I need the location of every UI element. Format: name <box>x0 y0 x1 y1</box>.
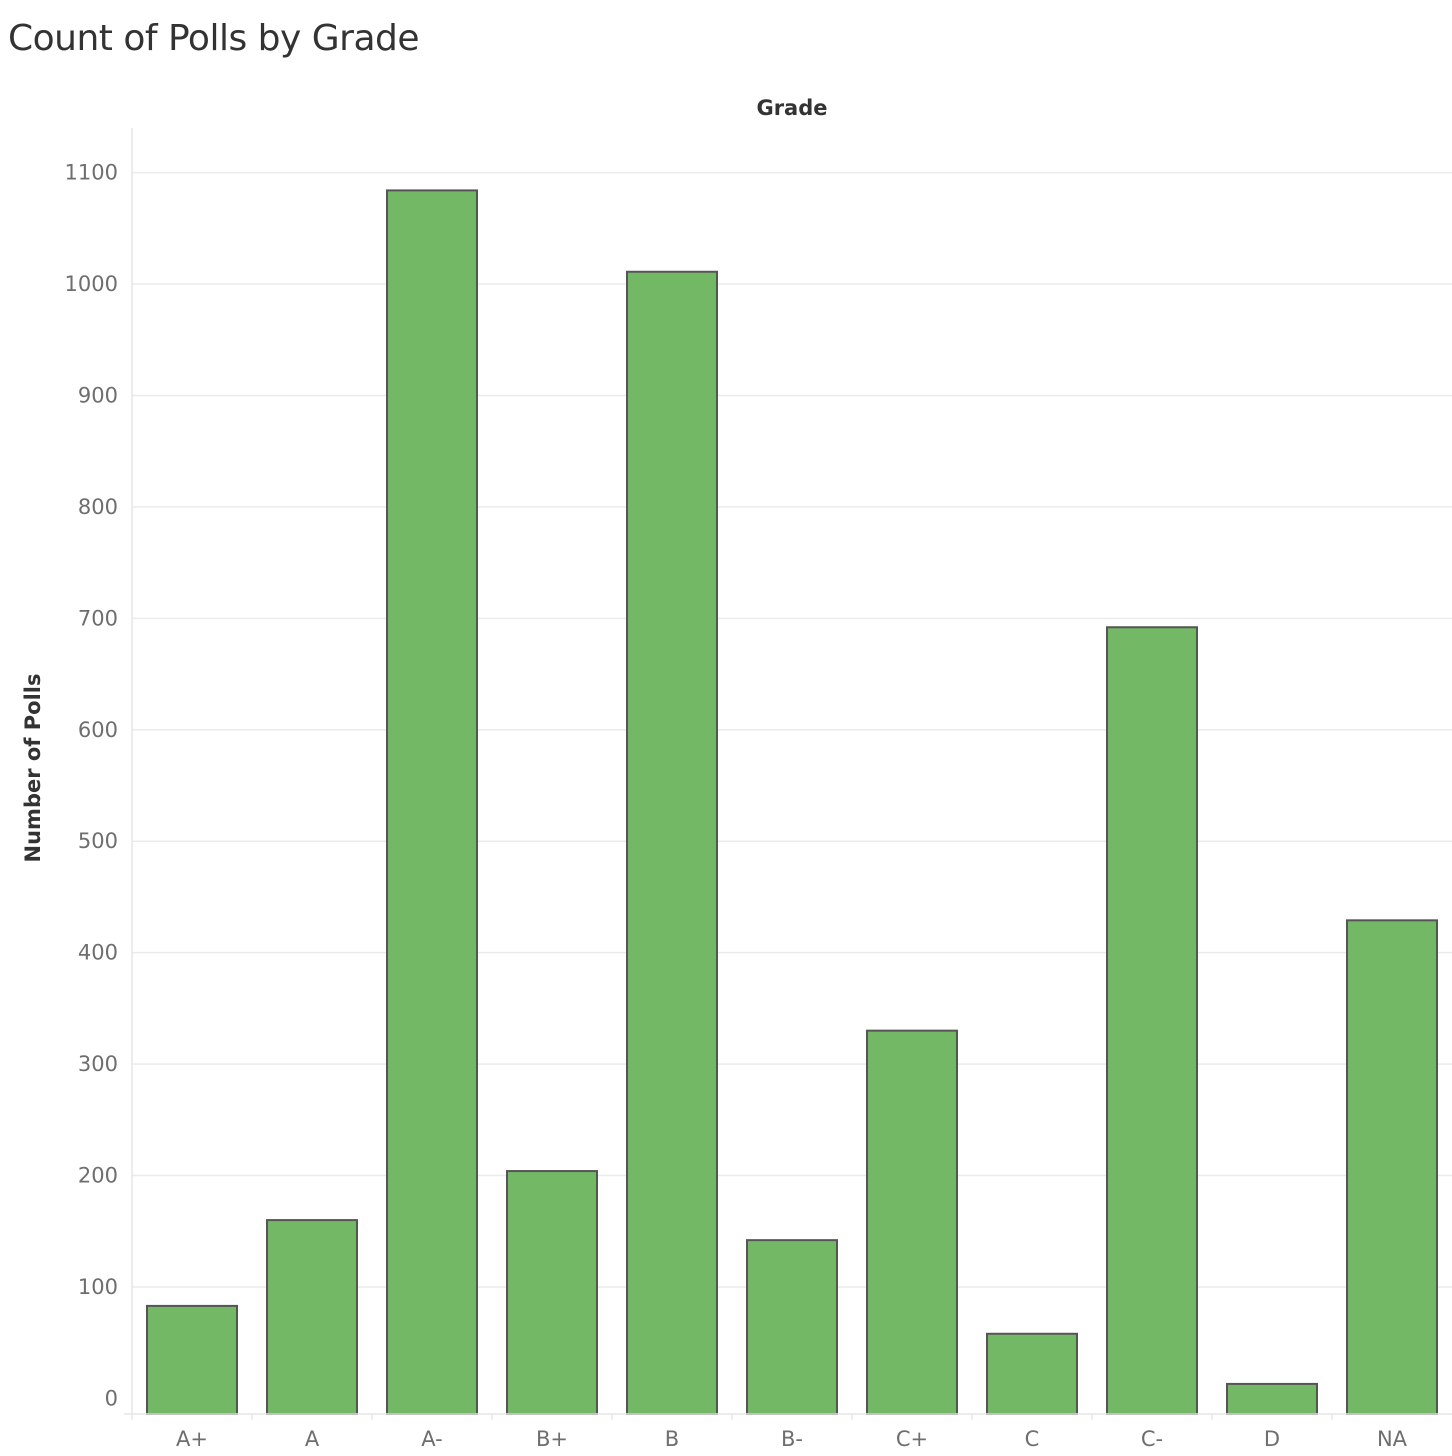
x-tick-label: A <box>305 1427 320 1451</box>
y-tick-label: 900 <box>78 383 118 407</box>
y-tick-label: 300 <box>78 1052 118 1076</box>
x-tick-label: B <box>665 1427 679 1451</box>
y-axis-ticks: 0 100 200 300 400 500 600 700 800 900 1000 1100 <box>65 161 118 1411</box>
y-tick-label: 700 <box>78 606 118 630</box>
y-tick-label: 400 <box>78 941 118 965</box>
y-tick-label: 1100 <box>65 161 118 185</box>
bar-a-minus[interactable] <box>386 189 478 1416</box>
x-tick-label: D <box>1264 1427 1280 1451</box>
x-axis-ticks: A+ A A- B+ B B- C+ C C- D NA <box>131 1414 1408 1451</box>
bar-c-minus[interactable] <box>1106 626 1198 1415</box>
x-tick-label: B- <box>781 1427 803 1451</box>
y-tick-label: 1000 <box>65 272 118 296</box>
x-axis-title: Grade <box>756 96 827 120</box>
x-tick-label: C- <box>1141 1427 1163 1451</box>
x-tick-label: B+ <box>536 1427 568 1451</box>
bar-a[interactable] <box>266 1219 358 1415</box>
y-tick-label: 100 <box>78 1275 118 1299</box>
y-tick-label: 600 <box>78 718 118 742</box>
bars <box>146 189 1438 1416</box>
x-tick-label: C+ <box>896 1427 928 1451</box>
x-tick-label: A+ <box>176 1427 208 1451</box>
bar-na[interactable] <box>1346 919 1438 1416</box>
bar-b-minus[interactable] <box>746 1239 838 1416</box>
y-axis-title: Number of Polls <box>21 674 45 863</box>
bar-d[interactable] <box>1226 1382 1318 1416</box>
x-tick-label: A- <box>421 1427 442 1451</box>
gridlines <box>132 171 1452 1288</box>
y-tick-label: 800 <box>78 495 118 519</box>
y-tick-label: 0 <box>105 1386 118 1410</box>
bar-b[interactable] <box>626 270 718 1416</box>
x-tick-label: NA <box>1377 1427 1408 1451</box>
chart-title: Count of Polls by Grade <box>8 18 420 59</box>
bar-b-plus[interactable] <box>506 1170 598 1415</box>
x-tick-label: C <box>1025 1427 1040 1451</box>
bar-a-plus[interactable] <box>146 1304 238 1415</box>
bar-c-plus[interactable] <box>866 1029 958 1415</box>
y-tick-label: 200 <box>78 1164 118 1188</box>
y-tick-label: 500 <box>78 829 118 853</box>
bar-c[interactable] <box>986 1332 1078 1415</box>
